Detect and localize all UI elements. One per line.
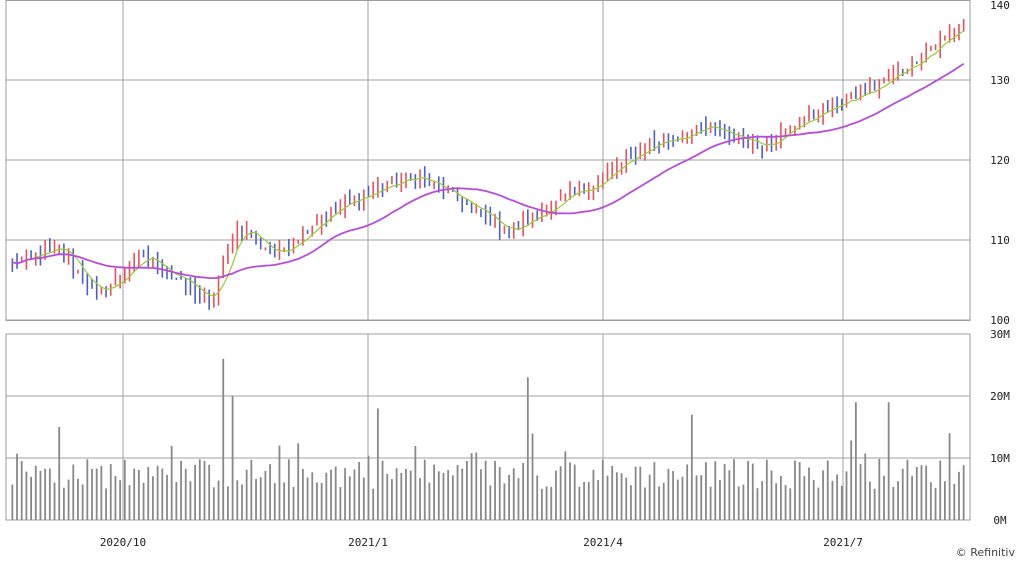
- price-y-tick-label: 120: [990, 154, 1010, 167]
- credit-label: Refinitiv: [970, 546, 1015, 559]
- ma-long-line: [12, 63, 965, 279]
- credit-text: © Refinitiv: [956, 546, 1016, 559]
- volume-y-tick-label: 30M: [990, 328, 1010, 341]
- ma-short-line: [12, 30, 965, 297]
- axis-labels: 2020/10 2021/1 2021/4 2021/7 100 110 120 130 140…: [100, 0, 1010, 549]
- x-tick-label: 2021/1: [348, 536, 388, 549]
- x-tick-label: 2021/7: [823, 536, 863, 549]
- x-tick-label: 2021/4: [583, 536, 623, 549]
- price-panel: [5, 0, 971, 321]
- price-y-tick-label: 140: [990, 0, 1010, 12]
- x-tick-label: 2020/10: [100, 536, 146, 549]
- price-y-tick-label: 100: [990, 314, 1010, 327]
- volume-panel: [5, 333, 971, 521]
- copyright-icon: ©: [956, 546, 971, 559]
- price-y-tick-label: 130: [990, 74, 1010, 87]
- volume-y-tick-label: 10M: [990, 452, 1010, 465]
- volume-frame: [5, 333, 971, 521]
- volume-y-tick-label: 20M: [990, 390, 1010, 403]
- volume-y-tick-label: 0M: [993, 514, 1007, 527]
- price-y-tick-label: 110: [990, 234, 1010, 247]
